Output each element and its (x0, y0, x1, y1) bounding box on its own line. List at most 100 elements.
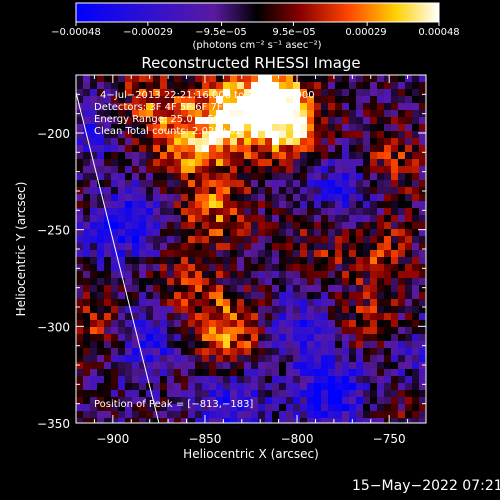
heatmap-cell (363, 215, 371, 223)
heatmap-cell (328, 82, 336, 90)
heatmap-cell (153, 418, 161, 423)
heatmap-cell (118, 376, 126, 384)
heatmap-cell (111, 278, 119, 286)
heatmap-cell (153, 166, 161, 174)
heatmap-cell (195, 285, 203, 293)
heatmap-cell (356, 404, 364, 412)
heatmap-cell (391, 187, 399, 195)
heatmap-cell (76, 299, 84, 307)
heatmap-cell (349, 369, 357, 377)
heatmap-cell (251, 334, 259, 342)
heatmap-cell (419, 292, 426, 300)
heatmap-cell (139, 166, 147, 174)
heatmap-cell (90, 362, 98, 370)
heatmap-cell (223, 327, 231, 335)
heatmap-cell (188, 229, 196, 237)
heatmap-cell (272, 320, 280, 328)
heatmap-cell (125, 348, 133, 356)
heatmap-cell (384, 320, 392, 328)
heatmap-cell (349, 292, 357, 300)
heatmap-cell (314, 145, 322, 153)
heatmap-cell (258, 278, 266, 286)
heatmap-cell (181, 313, 189, 321)
heatmap-cell (118, 320, 126, 328)
heatmap-cell (405, 278, 413, 286)
heatmap-cell (132, 117, 140, 125)
heatmap-cell (314, 159, 322, 167)
heatmap-cell (104, 341, 112, 349)
heatmap-cell (286, 236, 294, 244)
heatmap-cell (104, 257, 112, 265)
heatmap-cell (272, 236, 280, 244)
heatmap-cell (160, 348, 168, 356)
heatmap-cell (377, 376, 385, 384)
heatmap-cell (202, 362, 210, 370)
heatmap-cell (307, 166, 315, 174)
heatmap-cell (377, 320, 385, 328)
colorbar-ticks (75, 22, 440, 26)
heatmap-cell (342, 418, 350, 423)
heatmap-cell (286, 313, 294, 321)
heatmap-cell (216, 299, 224, 307)
heatmap-cell (321, 124, 329, 132)
heatmap-cell (384, 187, 392, 195)
y-tick-label-2: −250 (37, 224, 70, 238)
heatmap-cell (237, 334, 245, 342)
heatmap-cell (405, 334, 413, 342)
heatmap-cell (314, 194, 322, 202)
heatmap-cell (328, 278, 336, 286)
heatmap-cell (160, 82, 168, 90)
heatmap-cell (405, 264, 413, 272)
heatmap-cell (83, 82, 91, 90)
heatmap-cell (230, 138, 238, 146)
heatmap-cell (335, 348, 343, 356)
heatmap-cell (167, 278, 175, 286)
heatmap-cell (412, 369, 420, 377)
heatmap-cell (132, 166, 140, 174)
heatmap-cell (153, 264, 161, 272)
heatmap-cell (125, 166, 133, 174)
heatmap-cell (405, 383, 413, 391)
heatmap-cell (272, 404, 280, 412)
heatmap-cell (335, 362, 343, 370)
heatmap-cell (111, 187, 119, 195)
heatmap-cell (398, 250, 406, 258)
heatmap-cell (223, 320, 231, 328)
heatmap-cell (384, 131, 392, 139)
heatmap-cell (335, 411, 343, 419)
heatmap-cell (111, 138, 119, 146)
heatmap-cell (265, 271, 273, 279)
heatmap-cell (125, 355, 133, 363)
colorbar-tick-label-1: −0.00029 (123, 27, 173, 38)
heatmap-cell (139, 110, 147, 118)
heatmap-cell (321, 82, 329, 90)
heatmap-cell (90, 285, 98, 293)
heatmap-cell (216, 222, 224, 230)
heatmap-cell (118, 299, 126, 307)
heatmap-cell (293, 411, 301, 419)
heatmap-cell (377, 362, 385, 370)
heatmap-cell (405, 159, 413, 167)
heatmap-cell (90, 152, 98, 160)
heatmap-cell (132, 397, 140, 405)
heatmap-cell (216, 390, 224, 398)
heatmap-cell (216, 383, 224, 391)
heatmap-cell (377, 257, 385, 265)
heatmap-cell (202, 124, 210, 132)
heatmap-cell (300, 103, 308, 111)
heatmap-cell (328, 215, 336, 223)
heatmap-cell (272, 334, 280, 342)
heatmap-cell (97, 306, 105, 314)
heatmap-cell (356, 243, 364, 251)
heatmap-cell (328, 208, 336, 216)
heatmap-cell (188, 306, 196, 314)
heatmap-cell (118, 145, 126, 153)
heatmap-cell (398, 194, 406, 202)
heatmap-cell (286, 334, 294, 342)
heatmap-cell (251, 75, 259, 83)
heatmap-cell (188, 362, 196, 370)
heatmap-cell (90, 327, 98, 335)
heatmap-cell (90, 250, 98, 258)
heatmap-cell (321, 138, 329, 146)
heatmap-cell (286, 124, 294, 132)
